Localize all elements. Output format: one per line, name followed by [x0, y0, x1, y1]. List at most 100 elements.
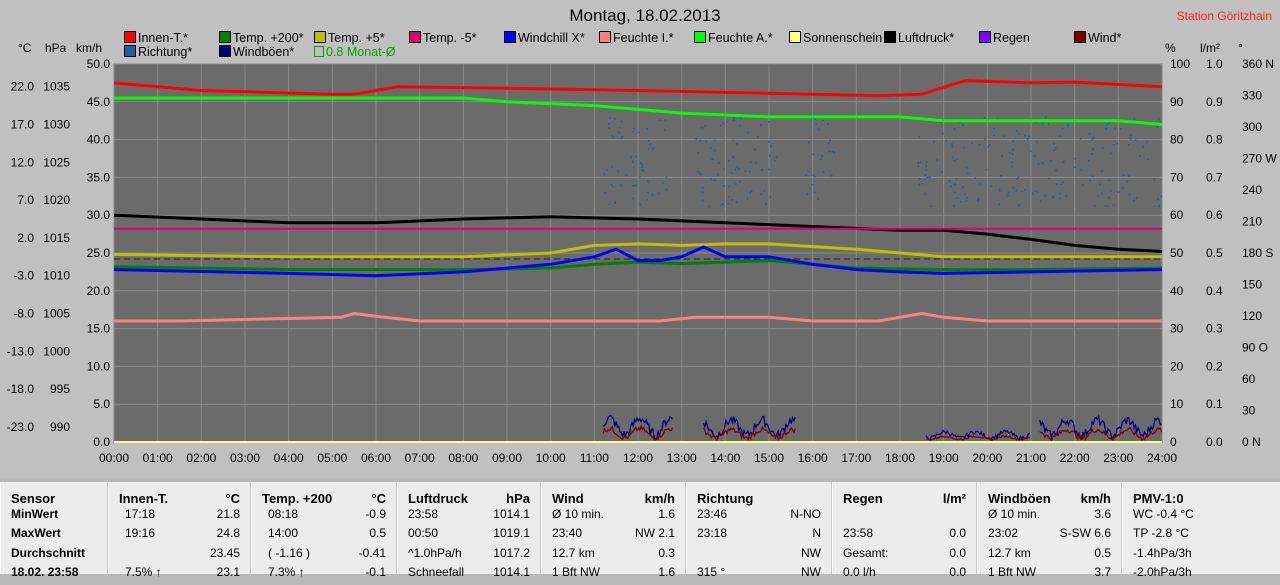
direction-point — [990, 185, 993, 187]
stats-cell-value: -0.9 — [365, 507, 386, 521]
legend-label: Feuchte I.* — [613, 31, 674, 45]
direction-point — [1158, 117, 1160, 120]
direction-point — [965, 200, 968, 202]
x-tick-label: 07:00 — [405, 451, 435, 465]
direction-point — [1012, 140, 1014, 143]
direction-point — [1007, 194, 1009, 197]
direction-point — [1157, 198, 1160, 200]
direction-point — [713, 179, 716, 181]
direction-point — [930, 205, 933, 208]
direction-point — [1047, 123, 1050, 126]
direction-point — [658, 192, 660, 195]
direction-point — [1097, 195, 1100, 197]
direction-point — [955, 178, 958, 180]
direction-point — [918, 135, 921, 138]
legend-item: Richtung* — [124, 45, 192, 59]
direction-point — [925, 161, 928, 164]
direction-point — [1110, 189, 1112, 192]
direction-point — [813, 191, 816, 194]
direction-point — [1146, 141, 1149, 143]
direction-point — [659, 119, 661, 121]
legend-item: Luftdruck* — [884, 31, 954, 45]
legend-item: Windböen* — [219, 45, 294, 59]
direction-point — [732, 119, 735, 122]
direction-point — [832, 150, 834, 153]
stats-column-header: Wind — [552, 491, 584, 506]
stats-column-header: PMV-1:0 — [1133, 491, 1184, 506]
weather-chart: 00:00 01:00 02:00 03:00 04:00 05:00 06:00 07:00… — [7, 57, 1278, 465]
direction-point — [664, 119, 667, 121]
x-tick-label: 12:00 — [623, 451, 653, 465]
direction-point — [1074, 157, 1076, 160]
direction-point — [1055, 183, 1058, 185]
percent-tick-label: 80 — [1170, 133, 1184, 147]
x-tick-label: 06:00 — [361, 451, 391, 465]
direction-point — [1122, 174, 1125, 177]
direction-point — [924, 178, 927, 181]
direction-point — [1133, 199, 1135, 202]
legend-item: Windchill X* — [504, 31, 585, 45]
stats-row: 08:18 -0.9 — [252, 507, 396, 527]
degree-tick-label: 330 — [1242, 89, 1262, 103]
direction-point — [1094, 205, 1096, 208]
direction-point — [828, 150, 831, 153]
direction-point — [992, 127, 995, 130]
x-tick-label: 00:00 — [99, 451, 129, 465]
direction-point — [1116, 142, 1119, 145]
direction-point — [971, 142, 973, 145]
stats-row: ^1.0hPa/h 1017.2 — [398, 546, 540, 566]
stats-table: Sensor MinWert MaxWert Durchschnitt 18.02. 2… — [0, 478, 1280, 579]
direction-point — [734, 168, 737, 171]
kmh-tick-label: 45.0 — [87, 95, 111, 109]
direction-point — [631, 161, 634, 164]
x-tick-label: 24:00 — [1147, 451, 1177, 465]
stats-cell-note: 7.3% ↑ — [268, 565, 305, 579]
direction-point — [608, 123, 610, 125]
direction-point — [977, 198, 980, 200]
legend-swatch — [1074, 31, 1086, 43]
unit-lm2: l/m² — [1200, 41, 1220, 55]
direction-point — [924, 174, 927, 176]
legend-label: Temp. +5* — [328, 31, 385, 45]
direction-point — [974, 177, 977, 179]
legend-label: Temp. +200* — [233, 31, 304, 45]
stats-cell-note: 23:18 — [697, 526, 728, 540]
direction-point — [978, 143, 981, 146]
direction-point — [811, 183, 814, 186]
stats-row: 23:02 S-SW 6.6 — [978, 526, 1121, 546]
direction-point — [760, 193, 762, 196]
legend-item: Innen-T.* — [124, 31, 188, 45]
direction-point — [1122, 187, 1124, 189]
unit-celsius: °C — [18, 41, 32, 55]
stats-cell-note: 0.0 l/h — [843, 565, 876, 579]
stats-cell-note: 315 ° — [697, 565, 726, 579]
lm2-tick-label: 0.7 — [1206, 170, 1223, 184]
direction-point — [926, 176, 928, 179]
x-tick-label: 20:00 — [972, 451, 1002, 465]
direction-point — [704, 125, 707, 128]
direction-point — [642, 169, 645, 172]
stats-cell-value: 1014.1 — [493, 565, 530, 579]
direction-point — [767, 141, 770, 143]
direction-point — [763, 189, 766, 192]
x-tick-label: 23:00 — [1103, 451, 1133, 465]
direction-point — [1024, 134, 1026, 137]
direction-point — [831, 175, 833, 177]
direction-point — [603, 173, 606, 176]
stats-column: Regen l/m² 23:58 0.0 Gesamt: 0.0 0.0 l/h 0.0 — [832, 482, 977, 579]
direction-point — [731, 199, 733, 201]
direction-point — [1099, 183, 1101, 186]
legend-swatch — [504, 31, 516, 43]
stats-column-header: Luftdruck — [408, 491, 468, 506]
stats-cell-value: 0.0 — [949, 565, 966, 579]
stats-row — [833, 507, 976, 527]
direction-point — [1107, 179, 1110, 181]
stats-cell-value: 0.5 — [1094, 546, 1111, 560]
direction-point — [953, 191, 956, 194]
direction-point — [1011, 165, 1013, 168]
direction-point — [1130, 138, 1133, 141]
degree-tick-label: 90 O — [1242, 341, 1268, 355]
direction-point — [618, 126, 621, 129]
direction-point — [817, 128, 820, 131]
direction-point — [1059, 197, 1061, 200]
